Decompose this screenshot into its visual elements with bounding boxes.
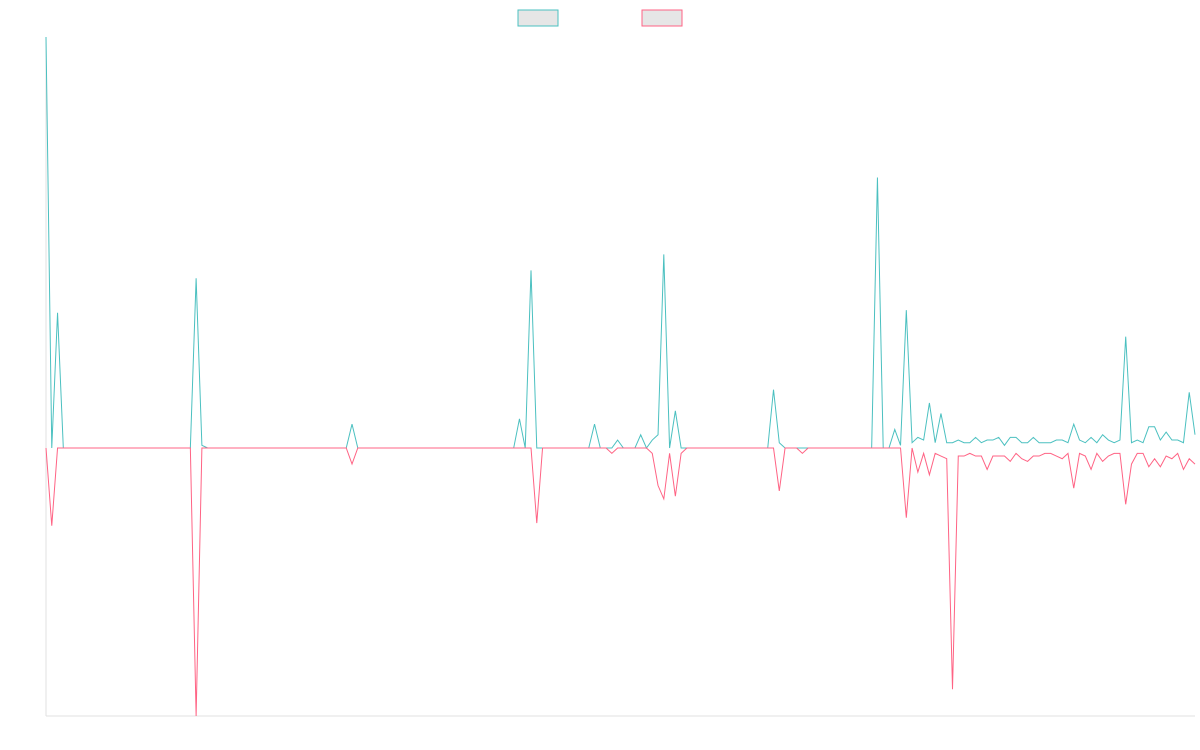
legend[interactable] [517,9,683,27]
series-line-negative[interactable] [45,447,1196,717]
legend-swatch-positive[interactable] [517,9,559,27]
plot-area [45,36,1196,717]
legend-swatch-negative[interactable] [641,9,683,27]
series-line-positive[interactable] [45,36,1196,450]
